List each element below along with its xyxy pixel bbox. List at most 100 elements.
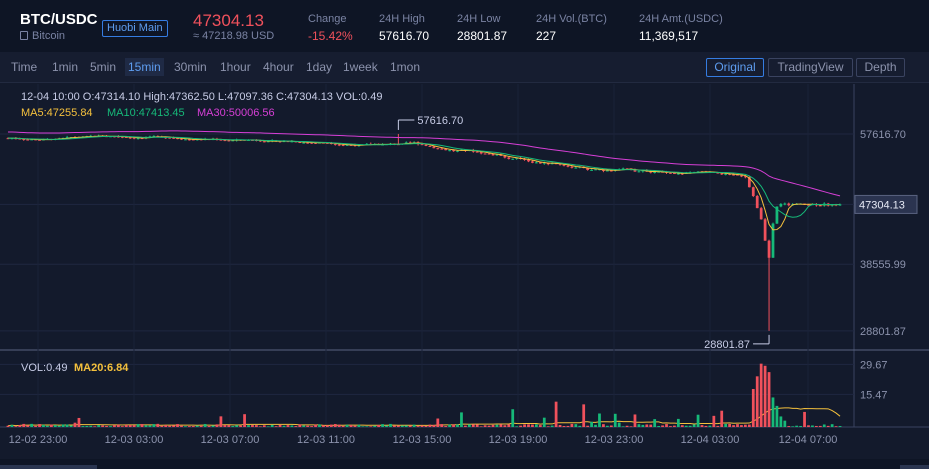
candle-body (310, 142, 313, 144)
candle-body (550, 163, 554, 165)
candle-body (456, 150, 459, 152)
candle-body (18, 138, 22, 140)
candle-body (231, 140, 235, 142)
ticker-header: BTC/USDC Bitcoin Huobi Main 47304.13 ≈ 4… (0, 0, 929, 52)
volume-bar (487, 425, 491, 427)
tf-5min[interactable]: 5min (90, 60, 117, 74)
kline-svg[interactable]: 57616.7047304.1338555.9928801.8747304.13… (0, 84, 929, 459)
volume-bar (30, 423, 34, 427)
candle-body (680, 173, 684, 175)
ma10-readout: MA10:47413.45 (107, 107, 185, 119)
candle-body (341, 144, 345, 146)
volume-bar (69, 425, 73, 427)
volume-bar (535, 424, 538, 427)
candle-body (570, 166, 574, 168)
volume-bar (172, 425, 175, 427)
volume-bar (483, 425, 487, 427)
volume-bar (542, 417, 546, 427)
axes: 57616.7047304.1338555.9928801.8747304.13… (9, 115, 918, 446)
volume-bar (290, 425, 294, 427)
candle-body (779, 203, 783, 207)
candle-body (22, 138, 26, 140)
volume-bar (140, 424, 144, 427)
volume-bar (633, 414, 637, 427)
stat-24h-low: 24H Low 28801.87 (457, 13, 507, 43)
tf-1hour[interactable]: 1hour (220, 60, 251, 74)
stat-24h-vol: 24H Vol.(BTC) 227 (536, 13, 607, 43)
candle-body (838, 204, 842, 206)
volume-bar (329, 424, 333, 427)
volume-bar (519, 425, 522, 427)
volume-bar (337, 424, 341, 427)
candle-body (732, 174, 735, 176)
time-axis-label: 12-03 07:00 (201, 434, 260, 446)
volume-bar (219, 416, 223, 427)
candle-body (191, 139, 195, 141)
bottom-tab-right[interactable] (900, 465, 929, 469)
volume-bar (740, 425, 743, 427)
volume-bar (144, 425, 148, 427)
bottom-tab[interactable] (0, 465, 97, 469)
volume-bar (688, 425, 692, 427)
volume-bar (255, 425, 258, 427)
ma5-line (7, 135, 841, 231)
stat-value: -15.42% (308, 29, 353, 43)
tf-1week[interactable]: 1week (343, 60, 378, 74)
volume-bar (310, 426, 313, 427)
price-axis-label: 38555.99 (860, 259, 906, 271)
candle-body (744, 176, 747, 178)
candle-body (168, 137, 172, 139)
view-depth-button[interactable]: Depth (856, 58, 905, 77)
volume-bar (803, 411, 806, 427)
volume-bar (176, 424, 179, 427)
view-tradingview-button[interactable]: TradingView (768, 58, 853, 77)
volume-bar (184, 426, 187, 427)
volume-bar (251, 425, 254, 427)
pair-title[interactable]: BTC/USDC (20, 11, 98, 28)
tf-4hour[interactable]: 4hour (263, 60, 294, 74)
volume-bar (365, 426, 369, 427)
volume-bar (676, 418, 680, 427)
volume-bar (314, 424, 317, 427)
volume-bar (136, 424, 140, 427)
volume-bar (160, 425, 164, 427)
candle-body (787, 203, 791, 206)
volume-bar (432, 424, 436, 427)
tf-1day[interactable]: 1day (306, 60, 333, 74)
volume-bar (105, 425, 108, 427)
tf-1mon[interactable]: 1mon (390, 60, 421, 74)
tf-15min[interactable]: 15min (125, 58, 164, 76)
last-price: 47304.13 (193, 11, 264, 30)
candle-body (767, 240, 771, 258)
volume-bar (408, 425, 412, 427)
candle-body (538, 162, 542, 164)
volume-bar (247, 425, 250, 427)
volume-bar (10, 424, 14, 427)
volume-bar (653, 419, 657, 427)
candle-body (184, 139, 187, 141)
market-badge: Huobi Main (102, 20, 168, 37)
volume-bar (373, 425, 377, 427)
volume-bar (834, 426, 838, 427)
volume-bar (262, 425, 266, 427)
candle-body (676, 173, 680, 175)
candle-body (172, 137, 175, 139)
volume-bar (369, 426, 373, 427)
time-axis-label: 12-02 23:00 (9, 434, 68, 446)
time-axis-label: 12-04 03:00 (681, 434, 740, 446)
tf-time[interactable]: Time (11, 60, 38, 74)
view-original-button[interactable]: Original (706, 58, 764, 77)
volume-bar (57, 425, 61, 427)
volume-bar (42, 424, 45, 427)
candle-body (117, 136, 120, 138)
volume-bar (353, 425, 357, 427)
stat-value: 57616.70 (379, 29, 430, 43)
vol-readout: VOL:0.49 (21, 362, 68, 374)
tf-30min[interactable]: 30min (174, 60, 207, 74)
volume-bar (818, 425, 822, 427)
candle-body (720, 173, 724, 175)
kline-chart[interactable]: 57616.7047304.1338555.9928801.8747304.13… (0, 84, 929, 459)
volume-bar (345, 424, 349, 427)
volume-bar (187, 426, 191, 427)
tf-1min[interactable]: 1min (52, 60, 79, 74)
